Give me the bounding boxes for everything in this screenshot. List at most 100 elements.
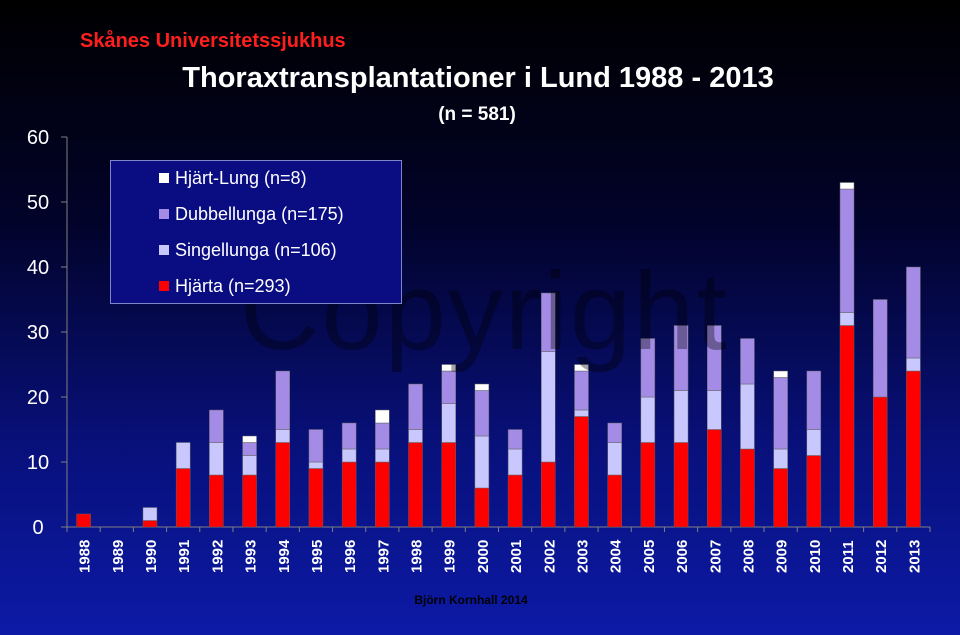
bar-segment — [209, 474, 224, 528]
bar-segment — [142, 507, 158, 521]
bar-segment — [275, 370, 290, 430]
bar-segment — [308, 461, 324, 469]
legend-swatch-hjarta — [159, 281, 169, 291]
bar-segment — [507, 448, 523, 476]
x-tick-label: 2009 — [774, 540, 791, 573]
x-tick-label: 2010 — [807, 540, 824, 573]
legend-label-hjart-lung: Hjärt-Lung (n=8) — [175, 167, 307, 188]
bar-segment — [341, 422, 357, 450]
author-credit: Björn Kornhall 2014 — [0, 593, 960, 607]
bar-segment — [441, 403, 456, 443]
y-tick-label: 20 — [27, 387, 49, 409]
x-tick-label: 1992 — [209, 540, 226, 573]
x-tick-label: 1996 — [342, 540, 359, 573]
bar-segment — [906, 357, 921, 372]
bar-segment — [209, 409, 224, 443]
bar-segment — [773, 370, 788, 378]
legend-item-dubbellunga: Dubbellunga (n=175) — [159, 199, 344, 229]
bar-segment — [474, 383, 490, 391]
bar-segment — [242, 455, 257, 476]
bar-segment — [673, 390, 689, 443]
bar-segment — [773, 377, 788, 450]
x-tick-label: 2007 — [707, 540, 724, 573]
chart-subtitle: (n = 581) — [0, 104, 960, 126]
bar-segment — [175, 468, 191, 528]
bar-segment — [474, 435, 490, 489]
x-tick-label: 2000 — [475, 540, 492, 573]
x-tick-label: 2013 — [906, 540, 923, 573]
bar-segment — [507, 474, 523, 528]
bar-segment — [474, 390, 490, 437]
chart-title-text: Thoraxtransplantationer i Lund 1988 - 20… — [182, 62, 774, 94]
bar-segment — [640, 442, 656, 528]
bar-segment — [175, 442, 191, 469]
bar-segment — [839, 325, 855, 528]
bar-segment — [574, 370, 589, 411]
bar-segment — [740, 338, 755, 385]
bar-segment — [375, 409, 390, 424]
bar-segment — [839, 188, 855, 313]
bar-segment — [607, 474, 622, 528]
bar-segment — [441, 364, 456, 372]
bar-segment — [773, 468, 788, 528]
y-tick-label: 30 — [27, 322, 49, 344]
bar-segment — [673, 442, 689, 528]
x-tick-label: 2004 — [608, 539, 625, 573]
y-tick-label: 40 — [27, 257, 49, 279]
legend-label-dubbellunga: Dubbellunga (n=175) — [175, 203, 344, 224]
bar-segment — [607, 422, 622, 443]
legend-item-hjart-lung: Hjärt-Lung (n=8) — [159, 163, 307, 193]
bar-segment — [242, 474, 257, 528]
bar-segment — [740, 383, 755, 450]
bar-segment — [574, 416, 589, 528]
bar-segment — [408, 429, 423, 443]
x-tick-label: 1999 — [442, 540, 459, 573]
bar-segment — [275, 442, 290, 528]
x-tick-label: 1989 — [110, 540, 127, 573]
x-tick-label: 1990 — [143, 540, 160, 573]
bar-segment — [740, 448, 755, 528]
bar-segment — [142, 520, 158, 528]
y-tick-label: 0 — [32, 517, 43, 539]
bar-segment — [441, 370, 456, 404]
chart-subtitle-text: (n = 581) — [438, 104, 516, 125]
legend-swatch-singellunga — [159, 245, 169, 255]
legend-item-hjarta: Hjärta (n=293) — [159, 271, 291, 301]
x-tick-label: 1998 — [409, 540, 426, 573]
bar-segment — [872, 396, 888, 528]
x-tick-label: 2001 — [508, 540, 525, 573]
bar-segment — [640, 396, 656, 443]
bar-segment — [375, 461, 390, 528]
x-tick-label: 1995 — [309, 540, 326, 573]
y-tick-label: 60 — [27, 127, 49, 149]
x-tick-label: 2012 — [873, 540, 890, 573]
bar-segment — [507, 429, 523, 450]
bar-segment — [906, 266, 921, 359]
bar-segment — [707, 325, 722, 391]
bar-segment — [541, 461, 556, 528]
x-tick-label: 2008 — [740, 540, 757, 573]
bar-segment — [408, 442, 423, 528]
bar-segment — [607, 442, 622, 476]
bar-segment — [441, 442, 456, 528]
bar-segment — [275, 429, 290, 443]
chart-title: Thoraxtransplantationer i Lund 1988 - 20… — [0, 62, 960, 95]
bar-segment — [806, 455, 822, 528]
bar-segment — [209, 442, 224, 476]
author-credit-text: Björn Kornhall 2014 — [414, 593, 528, 607]
bar-segment — [408, 383, 423, 430]
bar-segment — [806, 370, 822, 430]
y-tick-label: 50 — [27, 192, 49, 214]
bar-segment — [375, 448, 390, 463]
bar-segment — [242, 435, 257, 443]
bar-segment — [76, 513, 91, 528]
legend-swatch-hjart-lung — [159, 173, 169, 183]
x-tick-label: 1991 — [176, 540, 193, 573]
bar-segment — [341, 448, 357, 463]
bar-segment — [872, 299, 888, 398]
legend-label-hjarta: Hjärta (n=293) — [175, 275, 291, 296]
bar-segment — [640, 338, 656, 398]
x-tick-label: 2006 — [674, 540, 691, 573]
bar-segment — [242, 442, 257, 456]
bar-segment — [474, 487, 490, 528]
